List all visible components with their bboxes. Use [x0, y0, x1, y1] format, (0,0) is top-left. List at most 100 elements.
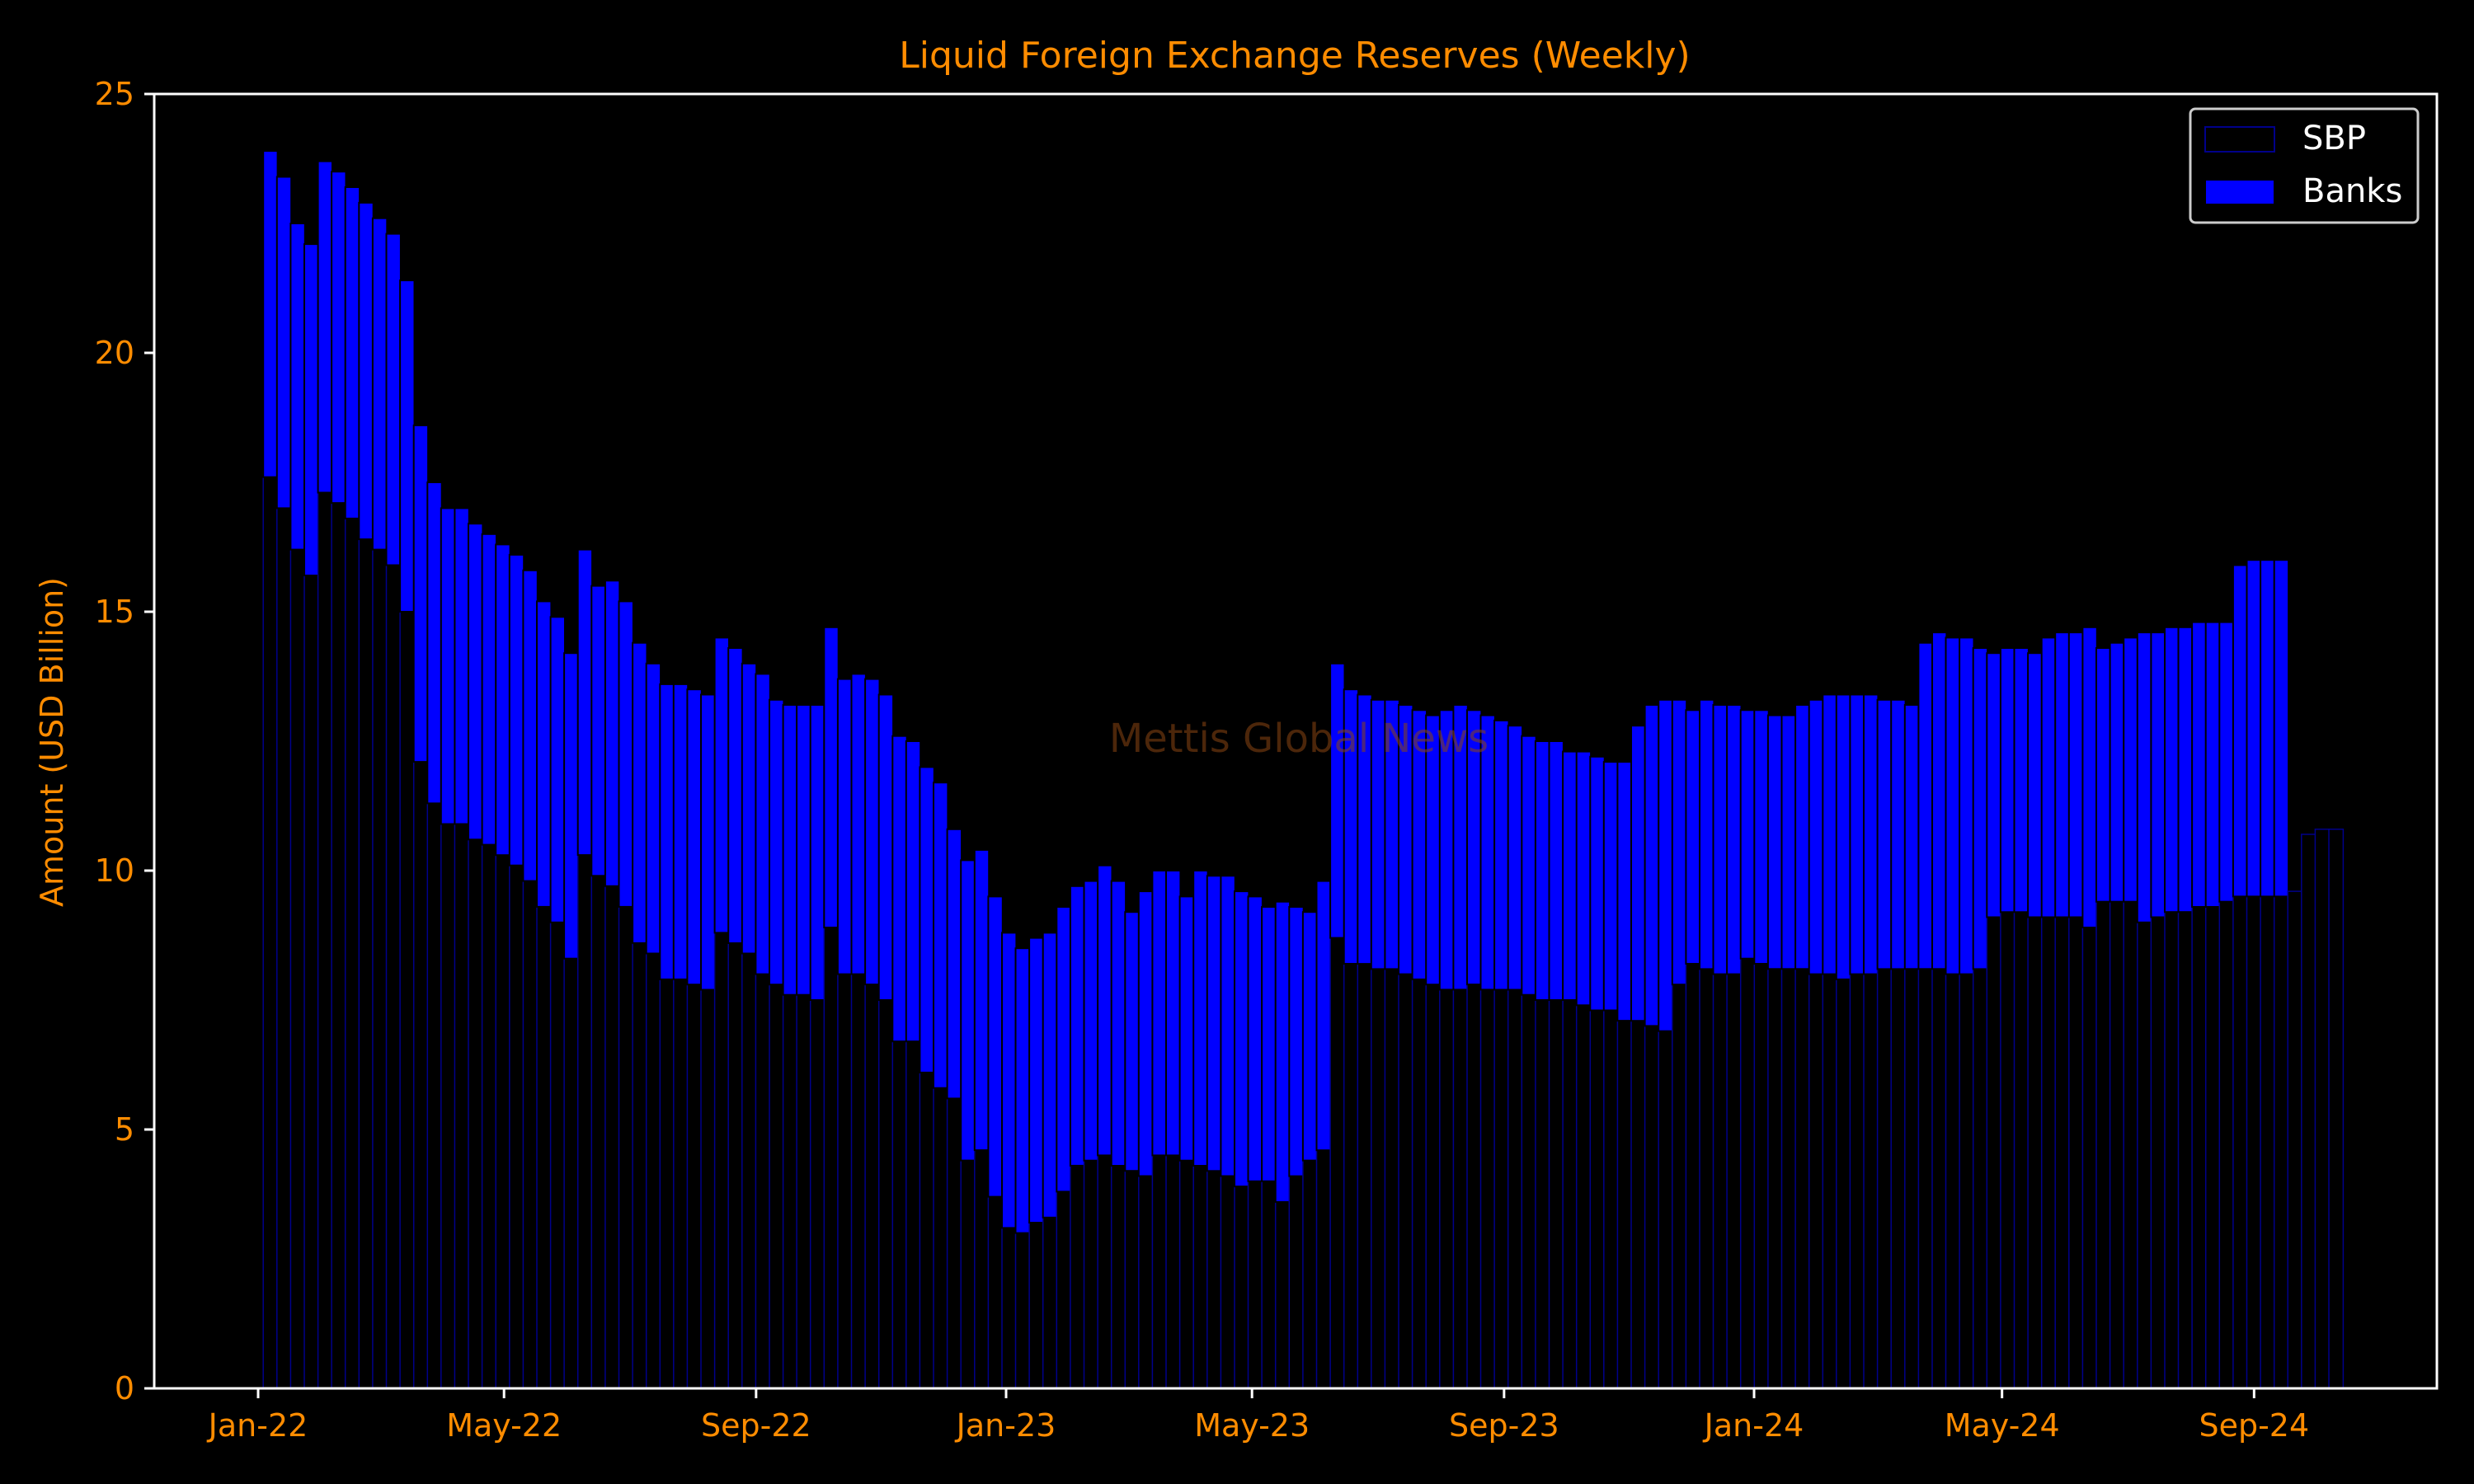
- bar-banks: [1780, 714, 1797, 970]
- bar-sbp: [536, 906, 553, 1389]
- bar-sbp: [1083, 1159, 1099, 1389]
- bar-sbp: [1138, 1175, 1154, 1389]
- bar-sbp: [1808, 973, 1824, 1389]
- bar-sbp: [1931, 968, 1948, 1389]
- bar-sbp: [850, 973, 867, 1389]
- y-tick-label: 15: [95, 594, 134, 630]
- bar-banks: [1972, 647, 1989, 970]
- bar-sbp: [2164, 911, 2180, 1389]
- bar-banks: [303, 243, 320, 576]
- bar-sbp: [1945, 973, 1961, 1389]
- bar-banks: [358, 201, 374, 541]
- bar-sbp: [864, 984, 881, 1389]
- bar-banks: [946, 828, 962, 1100]
- bar-banks: [686, 688, 703, 986]
- bar-sbp: [1603, 1009, 1619, 1389]
- bar-sbp: [905, 1040, 921, 1389]
- bar-sbp: [1863, 973, 1879, 1389]
- x-tick-label: Sep-24: [2199, 1407, 2309, 1444]
- bar-banks: [755, 673, 771, 975]
- bar-banks: [1726, 704, 1743, 975]
- bar-banks: [1206, 875, 1223, 1172]
- bar-sbp: [1753, 963, 1770, 1389]
- bar-sbp: [1630, 1020, 1647, 1389]
- bar-sbp: [2232, 895, 2249, 1389]
- y-tick-label: 0: [115, 1370, 134, 1407]
- watermark: Mettis Global News: [1109, 716, 1489, 762]
- bar-sbp: [549, 922, 566, 1389]
- bar-banks: [440, 507, 457, 825]
- bar-sbp: [1124, 1170, 1141, 1389]
- bar-sbp: [2054, 916, 2071, 1389]
- bar-sbp: [1616, 1020, 1633, 1389]
- bar-sbp: [1234, 1186, 1250, 1389]
- bar-sbp: [2204, 906, 2221, 1389]
- bar-banks: [1192, 870, 1209, 1167]
- bar-sbp: [974, 1149, 990, 1389]
- bar-sbp: [276, 507, 292, 1389]
- bar-sbp: [2150, 916, 2166, 1389]
- bar-sbp: [1165, 1154, 1182, 1389]
- bar-banks: [864, 678, 881, 986]
- bar-banks: [1097, 864, 1113, 1157]
- bar-banks: [1863, 693, 1879, 975]
- x-tick-label: Sep-22: [701, 1407, 811, 1444]
- legend-swatch-banks: [2204, 179, 2275, 205]
- bar-banks: [2191, 621, 2208, 908]
- bar-banks: [576, 548, 594, 857]
- y-tick-label: 25: [95, 76, 134, 112]
- bar-banks: [468, 523, 484, 841]
- bar-sbp: [1247, 1181, 1263, 1389]
- bar-sbp: [1439, 989, 1455, 1389]
- bar-sbp: [1726, 973, 1743, 1389]
- bar-banks: [1630, 725, 1647, 1022]
- x-tick-label: Jan-22: [207, 1407, 308, 1444]
- bar-sbp: [303, 575, 320, 1389]
- bar-sbp: [1507, 989, 1523, 1389]
- bar-banks: [713, 636, 730, 934]
- bar-sbp: [796, 993, 812, 1389]
- bar-sbp: [1917, 968, 1934, 1389]
- bar-banks: [1056, 906, 1072, 1193]
- bar-sbp: [2314, 829, 2331, 1389]
- bar-sbp: [2123, 900, 2139, 1389]
- bar-banks: [1234, 890, 1250, 1188]
- bar-sbp: [1794, 968, 1811, 1389]
- bar-sbp: [919, 1072, 935, 1389]
- bar-banks: [933, 782, 949, 1089]
- bar-sbp: [2260, 895, 2276, 1389]
- bar-banks: [1945, 636, 1961, 975]
- bar-banks: [1685, 709, 1701, 965]
- bar-banks: [891, 735, 908, 1043]
- bar-sbp: [1274, 1201, 1291, 1389]
- bar-sbp: [399, 611, 416, 1389]
- bar-banks: [1849, 693, 1865, 975]
- bar-banks: [2136, 632, 2153, 923]
- x-tick-label: May-23: [1194, 1407, 1310, 1444]
- bar-banks: [1903, 704, 1921, 970]
- bar-sbp: [1192, 1165, 1209, 1389]
- bar-sbp: [1315, 1149, 1332, 1389]
- bar-banks: [385, 232, 402, 566]
- bar-sbp: [1972, 968, 1988, 1389]
- x-axis: Jan-22 May-22 Sep-22 Jan-23 May-23 Sep-23 Jan-…: [207, 1388, 2309, 1444]
- bar-sbp: [877, 999, 894, 1389]
- bar-banks: [262, 150, 279, 478]
- bar-sbp: [837, 973, 854, 1389]
- bar-banks: [275, 176, 293, 510]
- bar-banks: [2013, 647, 2030, 913]
- bar-sbp: [659, 979, 675, 1389]
- bar-sbp: [1767, 968, 1784, 1389]
- bar-banks: [1766, 714, 1784, 970]
- bar-sbp: [1849, 973, 1865, 1389]
- bar-sbp: [262, 476, 279, 1389]
- bar-banks: [1548, 740, 1564, 1001]
- bar-sbp: [1151, 1154, 1168, 1389]
- bar-banks: [344, 186, 361, 519]
- bar-banks: [1069, 885, 1086, 1167]
- bar-sbp: [1371, 968, 1386, 1389]
- bar-banks: [1042, 932, 1059, 1219]
- bar-banks: [850, 673, 867, 975]
- bar-banks: [2273, 559, 2290, 898]
- y-axis-label: Amount (USD Billion): [34, 577, 70, 907]
